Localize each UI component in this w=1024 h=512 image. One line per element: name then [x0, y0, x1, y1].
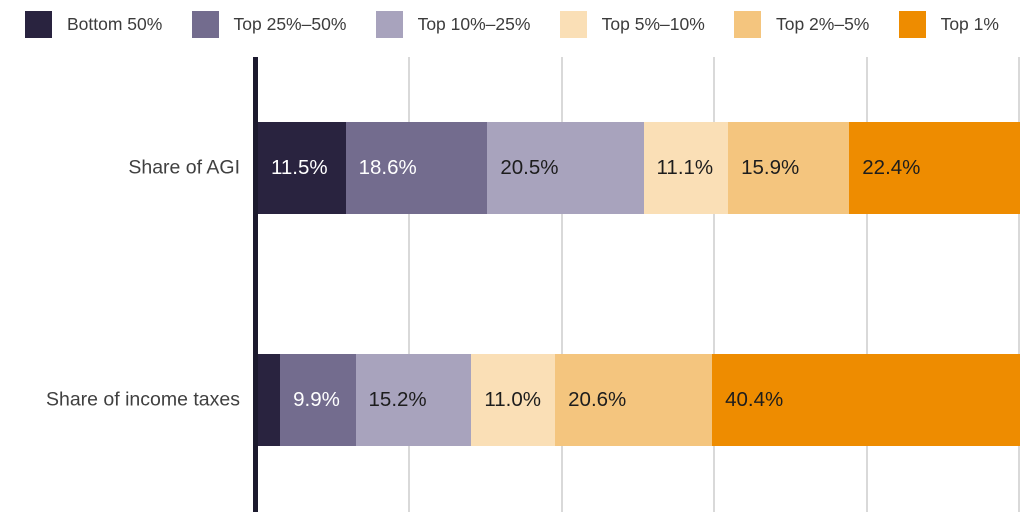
legend-item-4: Top 5%–10% [559, 11, 705, 38]
segment-value-label: 11.5% [271, 156, 328, 179]
gridline-100pct [1018, 57, 1020, 512]
segment-value-label: 20.5% [500, 156, 559, 179]
legend-swatch-icon [375, 11, 403, 38]
row-label-2: Share of income taxes [45, 388, 240, 411]
legend-label: Top 2%–5% [775, 14, 870, 34]
gridline-80pct [865, 57, 868, 512]
bar-segment: 11.0% [471, 354, 556, 446]
segment-value-label: 9.9% [293, 388, 340, 411]
gridline-40pct [560, 57, 563, 512]
bar-segment: 9.9% [280, 354, 356, 446]
legend-swatch-icon [25, 11, 52, 38]
legend-label: Top 25%–50% [233, 14, 347, 34]
legend-label: Bottom 50% [67, 14, 163, 34]
legend-swatch-icon [191, 11, 219, 38]
legend-swatch-icon [733, 11, 761, 38]
bar-segment [258, 354, 281, 446]
legend-label: Top 5%–10% [601, 14, 705, 34]
bar-segment: 20.5% [487, 122, 644, 214]
legend-label: Top 1% [940, 14, 999, 34]
bar-row-2: 9.9% 15.2% 11.0% 20.6% 40.4% [258, 354, 1020, 446]
legend-item-6: Top 1% [898, 11, 999, 38]
plot-area: 11.5% 18.6% 20.5% 11.1% 15.9% 22.4% 9.9% 15.2% 1… [258, 57, 1020, 512]
segment-value-label: 15.9% [741, 156, 800, 179]
y-axis-line [253, 57, 258, 512]
segment-value-label: 20.6% [568, 388, 627, 411]
bar-segment: 18.6% [345, 122, 488, 214]
bar-segment: 15.2% [355, 354, 472, 446]
row-label-1: Share of AGI [128, 156, 240, 179]
legend-item-1: Bottom 50% [25, 11, 162, 38]
segment-value-label: 40.4% [725, 388, 784, 411]
bar-segment: 11.1% [643, 122, 729, 214]
legend-item-3: Top 10%–25% [375, 11, 531, 38]
segment-value-label: 11.1% [656, 156, 714, 179]
bar-segment: 40.4% [712, 354, 1020, 446]
segment-value-label: 11.0% [484, 388, 541, 411]
legend-item-2: Top 25%–50% [191, 11, 347, 38]
legend: Bottom 50% Top 25%–50% Top 10%–25% Top 5%–1… [0, 11, 1024, 38]
segment-value-label: 18.6% [358, 156, 417, 179]
gridline-60pct [713, 57, 716, 512]
legend-swatch-icon [898, 11, 926, 38]
legend-label: Top 10%–25% [417, 14, 531, 34]
bar-segment: 15.9% [728, 122, 850, 214]
bar-row-1: 11.5% 18.6% 20.5% 11.1% 15.9% 22.4% [258, 122, 1020, 214]
gridline-20pct [408, 57, 411, 512]
bar-segment: 11.5% [258, 122, 346, 214]
segment-value-label: 22.4% [862, 156, 921, 179]
segment-value-label: 15.2% [368, 388, 427, 411]
legend-item-5: Top 2%–5% [733, 11, 870, 38]
legend-swatch-icon [559, 11, 587, 38]
bar-segment: 22.4% [849, 122, 1020, 214]
bar-segment: 20.6% [555, 354, 713, 446]
